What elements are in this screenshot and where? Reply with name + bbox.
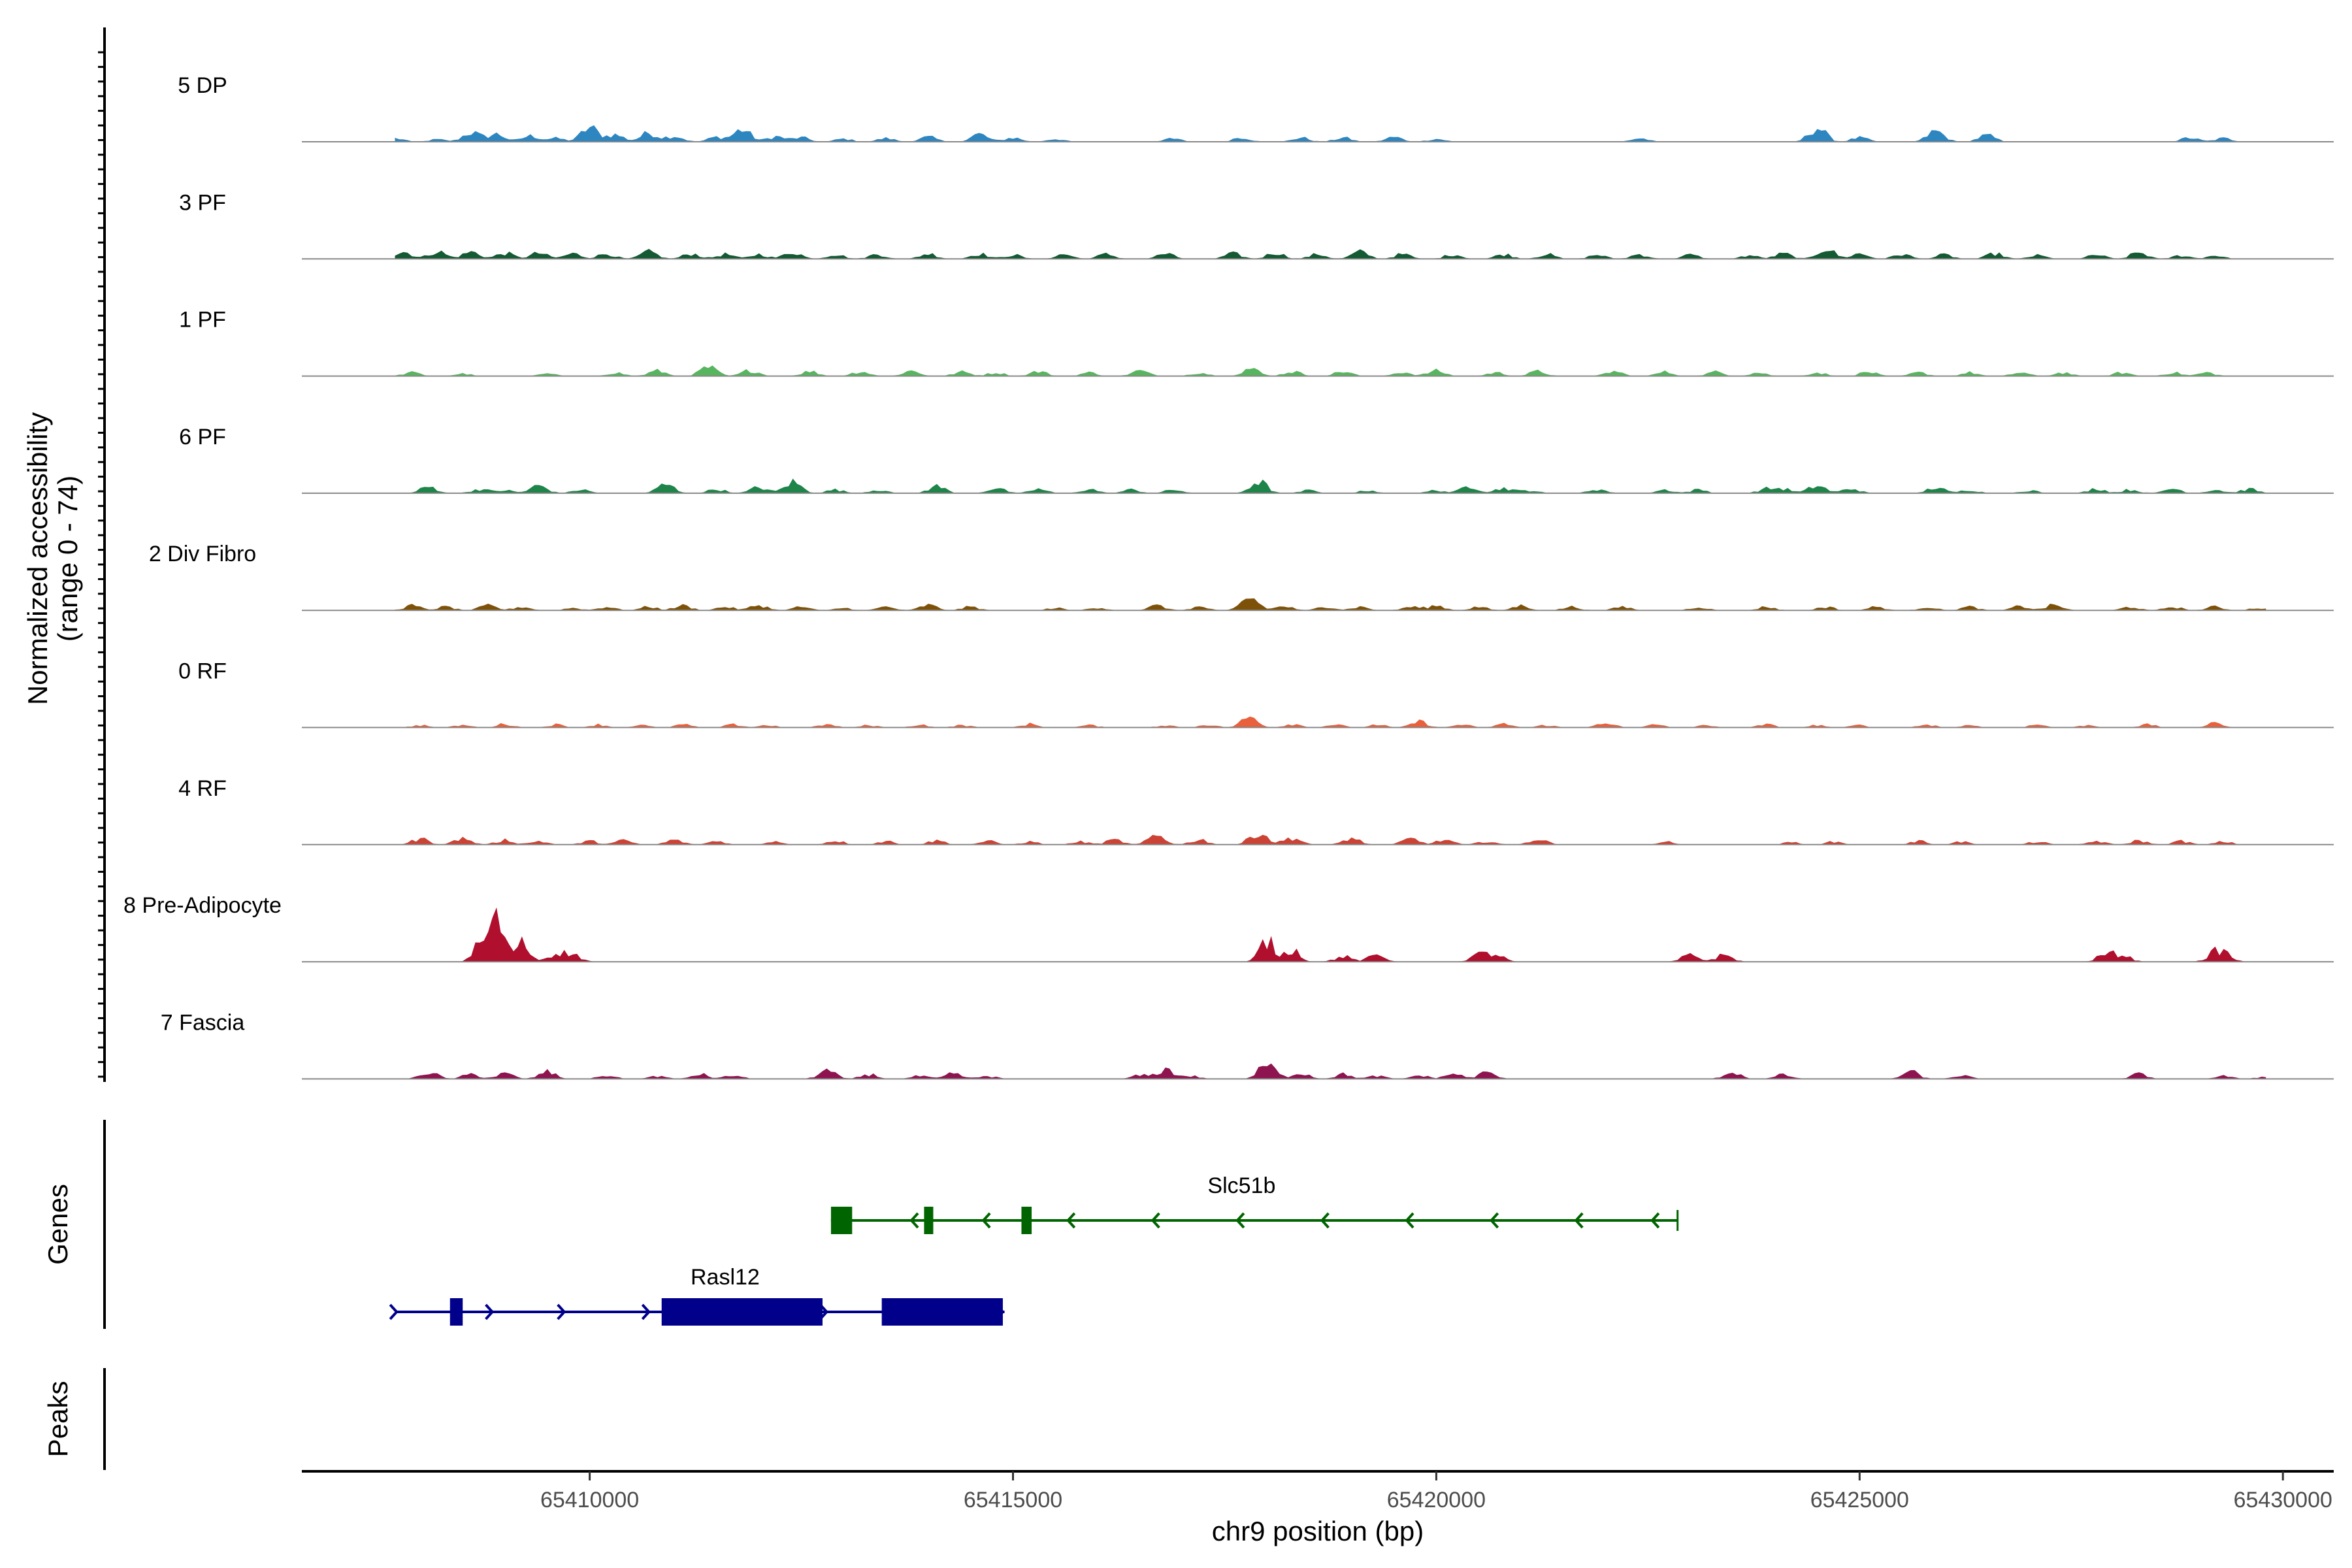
- exon: [881, 1298, 1003, 1326]
- track-0-rf: 0 RF: [178, 659, 2334, 728]
- strand-arrow: [557, 1303, 566, 1320]
- track-8-pre-adipocyte: 8 Pre-Adipocyte: [123, 893, 2334, 963]
- x-tick-label: 65415000: [964, 1488, 1062, 1512]
- track-7-fascia: 7 Fascia: [161, 1010, 2334, 1080]
- x-tick-label: 65430000: [2234, 1488, 2332, 1512]
- track-label: 8 Pre-Adipocyte: [123, 893, 282, 918]
- coverage-y-axis-ticks: [98, 51, 105, 1078]
- track-6-pf: 6 PF: [179, 425, 2334, 494]
- coverage-area: [395, 478, 2266, 493]
- strand-arrow: [1650, 1212, 1660, 1229]
- strand-arrow: [641, 1303, 651, 1320]
- gene-label: Slc51b: [1207, 1173, 1275, 1198]
- track-label: 4 RF: [178, 776, 227, 801]
- exon: [1021, 1207, 1032, 1234]
- track-5-dp: 5 DP: [178, 73, 2334, 142]
- gene-annotation-track: Slc51b Rasl12: [389, 1173, 1679, 1326]
- x-tick-label: 65425000: [1810, 1488, 1909, 1512]
- track-label: 1 PF: [179, 308, 226, 333]
- track-label: 7 Fascia: [161, 1010, 245, 1035]
- strand-arrow: [1489, 1212, 1499, 1229]
- exon: [661, 1298, 823, 1326]
- strand-arrow: [1574, 1212, 1584, 1229]
- track-2-div-fibro: 2 Div Fibro: [149, 542, 2334, 612]
- strand-arrow: [1235, 1212, 1245, 1229]
- track-4-rf: 4 RF: [178, 776, 2334, 845]
- coverage-tracks: 5 DP 3 PF 1 PF 6 PF 2 Div Fibro 0 RF 4 RF 8 Pre…: [123, 73, 2334, 1080]
- x-axis-title: chr9 position (bp): [1212, 1516, 1424, 1546]
- strand-arrow: [819, 1303, 829, 1320]
- x-axis-ticks: 65410000 65415000 65420000 65425000 65430000: [540, 1471, 2332, 1512]
- coverage-area: [395, 365, 2266, 376]
- y-axis-title: Normalized accessibility (range 0 - 74): [22, 412, 83, 705]
- gene-label: Rasl12: [691, 1265, 760, 1290]
- exon: [830, 1207, 853, 1234]
- coverage-area: [395, 248, 2266, 259]
- strand-arrow: [995, 1303, 1005, 1320]
- y-axis-title-line-1: Normalized accessibility: [22, 412, 53, 705]
- track-label: 0 RF: [178, 659, 227, 684]
- track-label: 5 DP: [178, 73, 227, 98]
- coverage-area: [395, 716, 2266, 728]
- gene-rasl12: Rasl12: [389, 1265, 1005, 1326]
- x-tick-label: 65410000: [540, 1488, 639, 1512]
- exon: [449, 1298, 463, 1326]
- coverage-area: [395, 125, 2266, 142]
- exon: [924, 1207, 934, 1234]
- coverage-area: [395, 834, 2266, 845]
- strand-arrow: [1405, 1212, 1414, 1229]
- strand-arrow: [1151, 1212, 1160, 1229]
- track-label: 6 PF: [179, 425, 226, 449]
- track-label: 2 Div Fibro: [149, 542, 256, 566]
- track-label: 3 PF: [179, 190, 226, 215]
- gene-slc51b: Slc51b: [830, 1173, 1679, 1234]
- peaks-panel-label: Peaks: [42, 1381, 73, 1458]
- x-tick-label: 65420000: [1387, 1488, 1486, 1512]
- track-1-pf: 1 PF: [179, 308, 2334, 377]
- strand-arrow: [1320, 1212, 1330, 1229]
- strand-arrow: [909, 1212, 919, 1229]
- strand-arrow: [389, 1303, 399, 1320]
- genes-panel-label: Genes: [42, 1184, 73, 1265]
- track-3-pf: 3 PF: [179, 190, 2334, 260]
- strand-arrow: [1066, 1212, 1076, 1229]
- strand-arrow: [981, 1212, 991, 1229]
- strand-arrow: [485, 1303, 495, 1320]
- y-axis-title-line-2: (range 0 - 74): [52, 476, 83, 642]
